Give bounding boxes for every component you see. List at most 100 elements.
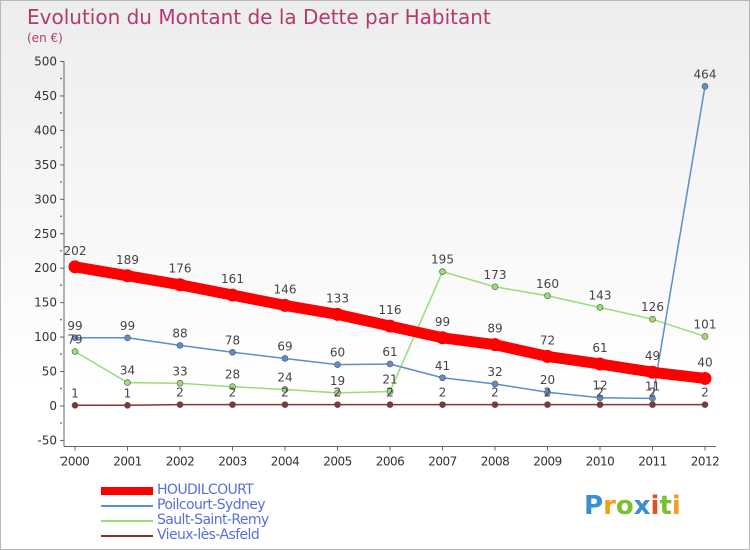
data-point	[176, 379, 184, 387]
data-point	[121, 269, 134, 283]
data-label: 2	[334, 386, 342, 400]
x-tick-label: 2006	[376, 454, 405, 468]
data-label: 2	[229, 386, 237, 400]
data-label: 101	[694, 317, 717, 331]
data-label: 202	[64, 244, 87, 258]
x-tick-label: 2001	[113, 454, 142, 468]
data-point	[491, 380, 499, 388]
data-label: 1	[71, 386, 79, 400]
data-point	[491, 401, 499, 408]
data-label: 11	[645, 379, 660, 393]
data-point	[701, 333, 709, 340]
y-tick-label: 0	[49, 399, 57, 413]
legend-swatch	[101, 505, 153, 507]
data-point	[331, 307, 344, 321]
y-tick-label: 150	[34, 296, 57, 310]
data-label: 61	[382, 345, 397, 359]
data-label: 189	[116, 253, 139, 267]
legend-label: Vieux-lès-Asfeld	[157, 527, 260, 543]
data-point	[71, 348, 79, 355]
x-tick-label: 2004	[271, 454, 300, 468]
data-point	[701, 401, 709, 408]
x-tick-label: 2005	[323, 454, 352, 468]
data-point	[334, 401, 341, 408]
data-label: 78	[225, 333, 240, 347]
data-point	[71, 334, 79, 342]
y-minor-tick	[60, 318, 62, 321]
data-label: 2	[544, 386, 552, 400]
data-point	[649, 401, 656, 408]
data-point	[439, 374, 446, 382]
data-label: 32	[487, 365, 502, 379]
logo-letter: i	[650, 491, 660, 521]
data-label: 41	[435, 359, 450, 373]
logo-letter: i	[671, 491, 681, 521]
data-label: 176	[169, 262, 192, 276]
data-point	[596, 394, 604, 402]
data-label: 89	[487, 322, 502, 336]
y-minor-tick	[60, 180, 62, 183]
x-tick-label: 2002	[166, 454, 195, 468]
y-tick-label: 450	[34, 89, 57, 103]
data-label: 143	[589, 288, 612, 302]
data-label: 20	[540, 373, 555, 387]
data-label: 160	[536, 277, 559, 291]
x-tick-label: 2003	[218, 454, 247, 468]
legend-label: Sault-Saint-Remy	[157, 512, 269, 528]
data-point	[334, 361, 341, 368]
data-point	[649, 315, 656, 323]
data-point	[439, 401, 446, 408]
data-label: 72	[540, 333, 555, 347]
data-label: 33	[172, 364, 187, 378]
y-minor-tick	[60, 146, 62, 149]
data-point	[386, 388, 394, 395]
data-label: 2	[701, 386, 709, 400]
data-label: 69	[277, 339, 292, 353]
data-point	[436, 331, 449, 345]
y-minor-tick	[60, 249, 62, 252]
data-point	[281, 386, 289, 393]
logo-letter: x	[633, 491, 651, 521]
data-label: 99	[435, 315, 450, 329]
series-layer	[68, 83, 712, 409]
data-point	[698, 371, 712, 385]
legend-swatch	[101, 520, 153, 522]
y-minor-tick	[60, 112, 62, 114]
data-label: 195	[431, 253, 454, 267]
data-label: 2	[596, 386, 604, 400]
data-point	[334, 389, 341, 397]
data-label: 161	[221, 272, 244, 286]
data-label: 12	[592, 379, 607, 393]
x-tick-label: 2000	[61, 454, 90, 468]
data-point	[544, 388, 551, 396]
y-tick-label: 400	[34, 123, 57, 137]
data-point	[646, 365, 659, 379]
y-minor-tick	[60, 387, 62, 390]
data-label: 49	[645, 349, 660, 363]
data-label: 40	[697, 355, 712, 369]
y-minor-tick	[60, 456, 62, 459]
y-minor-tick	[60, 77, 62, 80]
data-label: 2	[649, 386, 657, 400]
data-label: 173	[484, 268, 507, 282]
data-label: 28	[225, 368, 240, 382]
data-point	[386, 360, 394, 368]
chart-unit-label: (en €)	[27, 31, 63, 45]
y-minor-tick	[60, 422, 62, 424]
data-label: 60	[330, 346, 345, 360]
data-point	[229, 348, 236, 356]
data-point	[593, 357, 607, 371]
data-label: 464	[694, 67, 717, 81]
logo-letter: P	[584, 491, 604, 521]
y-tick-label: 500	[34, 55, 57, 69]
proxiti-logo: Proxiti	[584, 491, 681, 521]
data-point	[649, 395, 656, 402]
data-point	[68, 260, 82, 274]
data-point	[386, 401, 394, 408]
data-label: 79	[67, 333, 82, 347]
data-point	[71, 402, 79, 409]
data-label: 2	[386, 386, 394, 400]
data-label: 24	[277, 370, 292, 384]
y-tick-label: 300	[34, 192, 57, 206]
